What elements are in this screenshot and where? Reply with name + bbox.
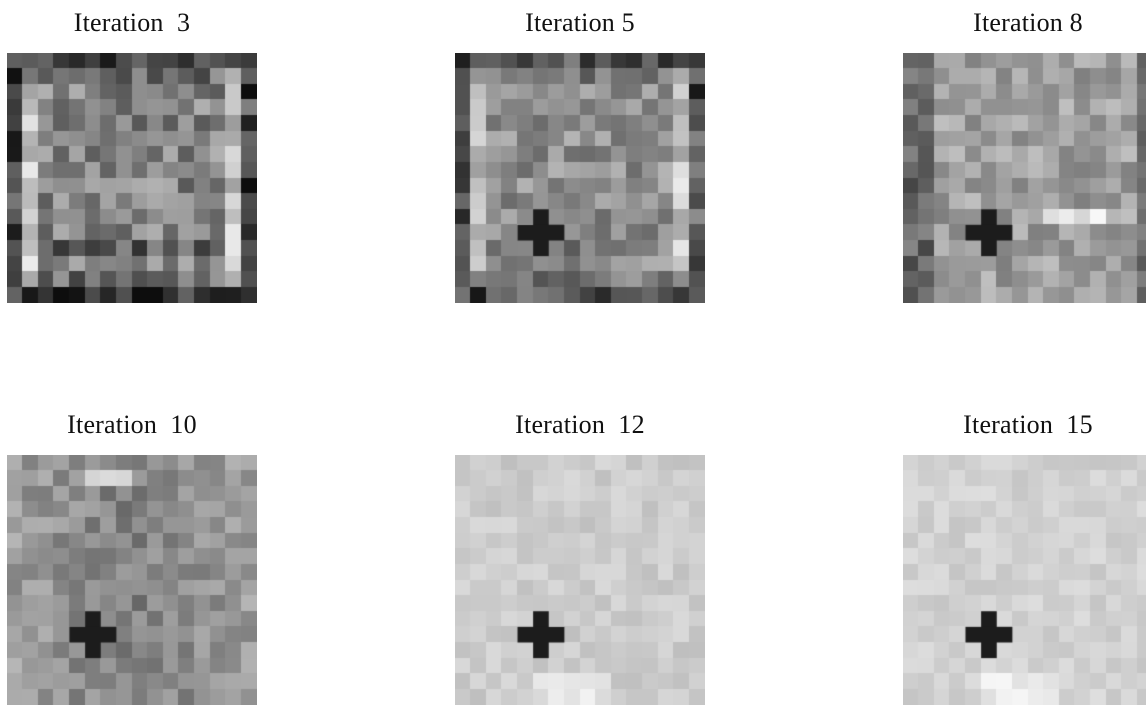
- panel-title: Iteration 15: [963, 410, 1093, 439]
- panel-title: Iteration 5: [525, 8, 635, 37]
- grayscale-grid-image: [455, 455, 705, 705]
- grayscale-grid-image: [7, 455, 257, 705]
- panel-title: Iteration 8: [973, 8, 1083, 37]
- grayscale-grid-image: [903, 455, 1146, 705]
- panel-title: Iteration 12: [515, 410, 645, 439]
- grayscale-grid-image: [903, 53, 1146, 303]
- panel-title: Iteration 10: [67, 410, 197, 439]
- grayscale-grid-image: [455, 53, 705, 303]
- panel-title: Iteration 3: [73, 8, 191, 37]
- grayscale-grid-image: [7, 53, 257, 303]
